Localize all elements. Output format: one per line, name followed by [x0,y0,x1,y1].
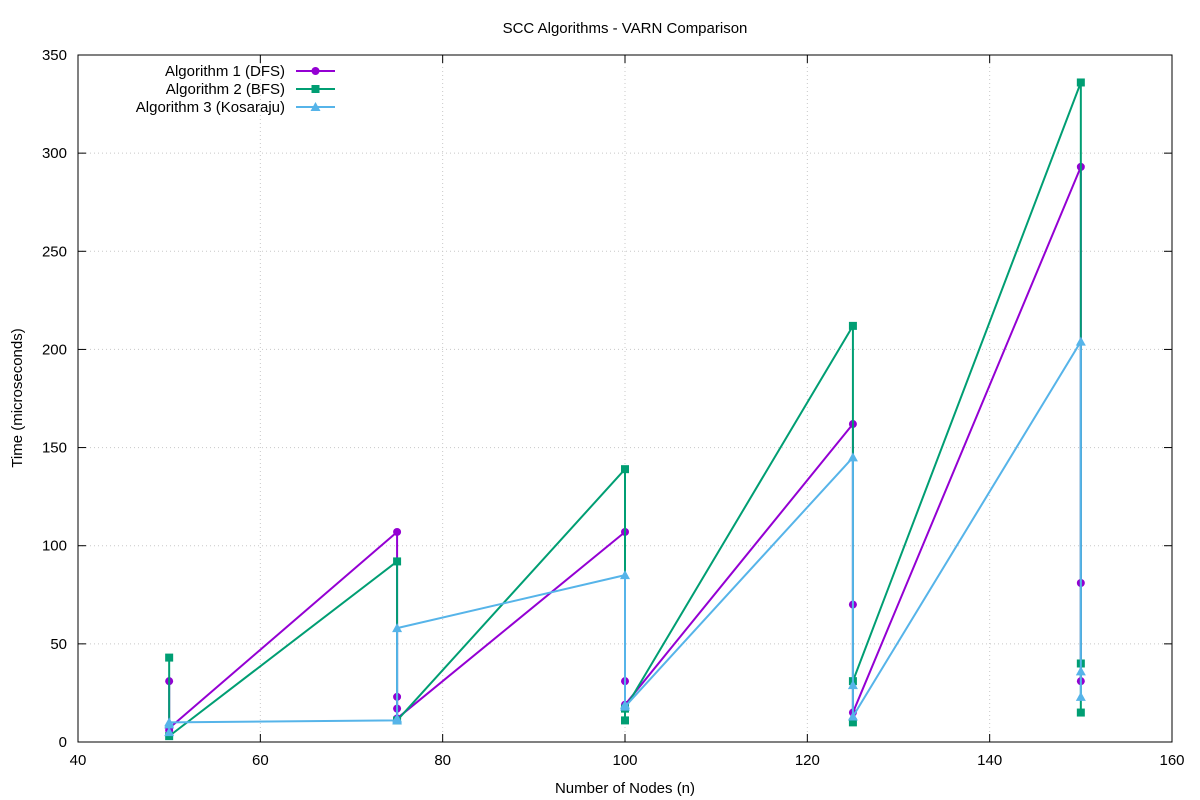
x-tick-label: 160 [1159,752,1184,769]
series-3-point [847,452,858,462]
series-3-point [392,623,403,633]
series-3-point [164,727,175,737]
series-1-point [393,527,402,536]
y-axis-label: Time (microseconds) [9,328,26,467]
x-axis-label: Number of Nodes (n) [555,780,695,797]
series-layer [164,78,1086,741]
series-3-point [847,680,858,690]
x-tick-label: 80 [434,752,451,769]
legend: Algorithm 1 (DFS)Algorithm 2 (BFS)Algori… [136,63,335,116]
y-tick-label: 250 [42,243,67,260]
series-3-point [1075,666,1086,676]
series-2-point [848,718,857,727]
series-2-point [393,557,402,566]
legend-label-3: Algorithm 3 (Kosaraju) [136,99,285,116]
y-tick-label: 150 [42,440,67,457]
series-2-point [1076,78,1085,87]
series-2-point [621,465,629,474]
x-tick-label: 40 [70,752,87,769]
legend-marker-2 [311,85,320,93]
series-3-point [164,717,175,727]
series-2-point [621,716,629,725]
ticks: 40 60 80 100 120 140 160 0 50 100 150 200 250 300 350 [42,47,1185,769]
series-3-point [620,570,630,580]
legend-label-1: Algorithm 1 (DFS) [165,63,285,80]
y-tick-label: 50 [50,636,67,653]
y-tick-label: 100 [42,538,67,555]
x-tick-label: 100 [612,752,637,769]
legend-marker-3 [310,102,321,111]
series-2-point [848,321,857,330]
legend-marker-1 [311,67,320,75]
x-tick-label: 60 [252,752,269,769]
series-3 [164,336,1086,737]
legend-item-1: Algorithm 1 (DFS) [165,63,335,80]
series-3-point [1075,336,1086,346]
series-2-point [165,653,174,662]
series-3-point [847,711,858,721]
legend-item-3: Algorithm 3 (Kosaraju) [136,99,335,116]
y-tick-label: 0 [59,734,67,751]
series-2-point [1076,708,1085,717]
y-tick-label: 300 [42,145,67,162]
legend-label-2: Algorithm 2 (BFS) [166,81,285,98]
x-tick-label: 140 [977,752,1002,769]
series-3-point [620,701,630,711]
x-tick-label: 120 [795,752,820,769]
legend-item-2: Algorithm 2 (BFS) [166,81,335,98]
series-3-point [392,713,403,723]
series-3-point [1075,691,1086,701]
y-tick-label: 200 [42,341,67,358]
chart-title: SCC Algorithms - VARN Comparison [503,20,748,37]
y-tick-label: 350 [42,47,67,64]
